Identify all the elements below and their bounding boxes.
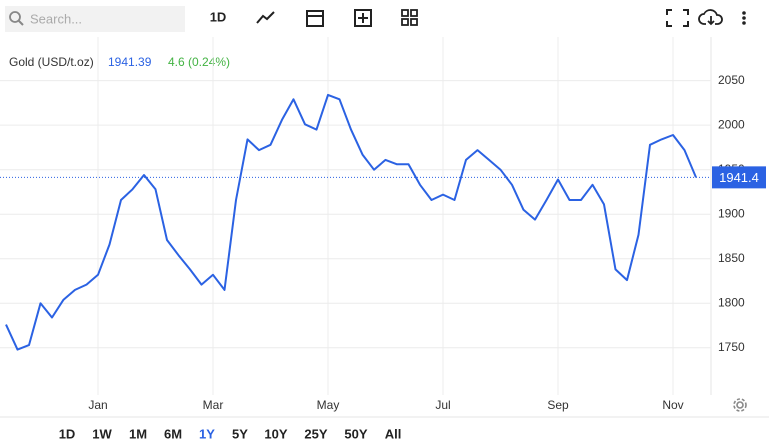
x-tick-label: May	[317, 398, 340, 412]
search-icon	[18, 20, 24, 26]
menu-button[interactable]	[742, 11, 746, 25]
interval-button[interactable]: 1D	[210, 9, 227, 24]
range-button[interactable]: 1Y	[199, 426, 215, 441]
last-value: 1941.39	[108, 55, 152, 69]
x-tick-label: Nov	[662, 398, 683, 412]
x-tick-label: Sep	[547, 398, 569, 412]
fullscreen-button[interactable]	[666, 9, 689, 27]
search-box[interactable]	[5, 6, 185, 32]
y-tick-label: 1900	[718, 206, 745, 220]
search-placeholder: Search...	[30, 11, 82, 26]
chart-type-button[interactable]	[256, 11, 275, 24]
add-icon	[358, 13, 368, 23]
price-line	[5, 93, 697, 351]
change: 4.6 (0.24%)	[168, 55, 230, 69]
x-tick-label: Jul	[435, 398, 450, 412]
y-tick-label: 1800	[718, 295, 745, 309]
range-button[interactable]: 5Y	[232, 426, 248, 441]
x-tick-label: Mar	[203, 398, 224, 412]
range-button[interactable]: 50Y	[344, 426, 367, 441]
y-tick-label: 2050	[718, 73, 745, 87]
range-button[interactable]: 6M	[164, 426, 182, 441]
calendar-button[interactable]	[306, 10, 324, 27]
settings-button[interactable]	[733, 398, 747, 412]
range-button[interactable]: All	[385, 426, 402, 441]
range-button[interactable]: 1W	[92, 426, 112, 441]
add-button[interactable]	[354, 9, 372, 27]
chart-title: Gold (USD/t.oz)	[9, 55, 94, 69]
range-button[interactable]: 1D	[59, 426, 76, 441]
y-tick-label: 2000	[718, 117, 745, 131]
y-tick-label: 1750	[718, 340, 745, 354]
range-button[interactable]: 1M	[129, 426, 147, 441]
search-icon	[9, 11, 21, 23]
y-tick-label: 1850	[718, 251, 745, 265]
range-button[interactable]: 10Y	[264, 426, 287, 441]
price-tag-label: 1941.4	[719, 170, 759, 185]
range-button[interactable]: 25Y	[304, 426, 327, 441]
price-tag	[712, 166, 766, 189]
x-tick-label: Jan	[88, 398, 107, 412]
layout-button[interactable]	[401, 9, 418, 26]
download-button[interactable]	[698, 9, 723, 26]
